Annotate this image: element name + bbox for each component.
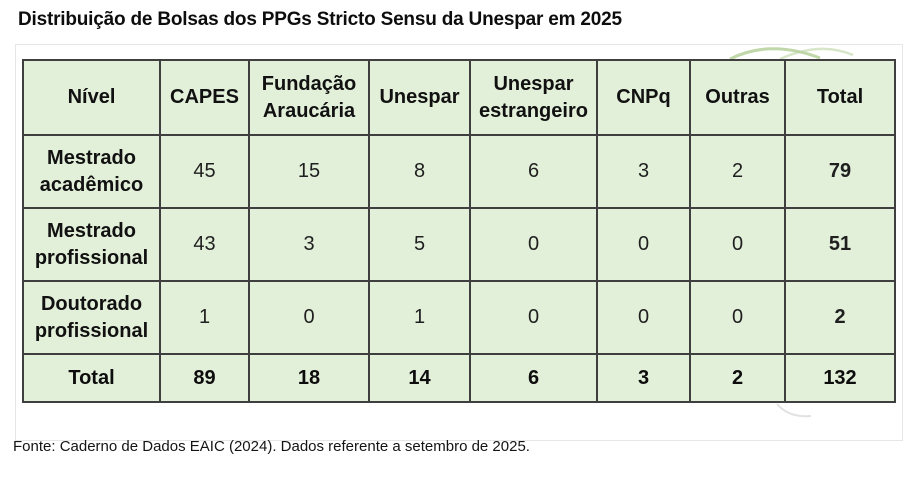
table-cell: 0 (689, 280, 786, 355)
column-header-nivel: Nível (22, 59, 161, 136)
source-note: Fonte: Caderno de Dados EAIC (2024). Dad… (13, 438, 530, 455)
table-cell: 3 (596, 134, 691, 209)
total-cell: 2 (689, 353, 786, 403)
column-header-outras: Outras (689, 59, 786, 136)
column-header-cnpq: CNPq (596, 59, 691, 136)
page-title: Distribuição de Bolsas dos PPGs Stricto … (18, 9, 622, 30)
table-cell: 2 (689, 134, 786, 209)
grand-total-cell: 132 (784, 353, 896, 403)
row-label: Doutorado profissional (22, 280, 161, 355)
total-cell: 14 (368, 353, 471, 403)
table-cell: 15 (248, 134, 370, 209)
total-cell: 3 (596, 353, 691, 403)
column-header-total: Total (784, 59, 896, 136)
table-cell: 0 (596, 280, 691, 355)
table-cell: 43 (159, 207, 250, 282)
row-total-cell: 51 (784, 207, 896, 282)
column-header-fundacao-araucaria: Fundação Araucária (248, 59, 370, 136)
table-row-total: Total 89 18 14 6 3 2 132 (22, 353, 896, 403)
row-label: Mestrado acadêmico (22, 134, 161, 209)
table-cell: 8 (368, 134, 471, 209)
total-cell: 18 (248, 353, 370, 403)
table-cell: 0 (469, 207, 598, 282)
table-cell: 6 (469, 134, 598, 209)
table-row-mestrado-profissional: Mestrado profissional 43 3 5 0 0 0 51 (22, 207, 896, 282)
table-cell: 3 (248, 207, 370, 282)
row-total-cell: 2 (784, 280, 896, 355)
table-header-row: Nível CAPES Fundação Araucária Unespar U… (22, 59, 896, 136)
table-cell: 0 (469, 280, 598, 355)
table-row-doutorado-profissional: Doutorado profissional 1 0 1 0 0 0 2 (22, 280, 896, 355)
column-header-unespar-estrangeiro: Unespar estrangeiro (469, 59, 598, 136)
table-cell: 1 (368, 280, 471, 355)
scholarship-distribution-table: Nível CAPES Fundação Araucária Unespar U… (22, 59, 896, 403)
table-row-mestrado-academico: Mestrado acadêmico 45 15 8 6 3 2 79 (22, 134, 896, 209)
total-cell: 89 (159, 353, 250, 403)
table-cell: 0 (596, 207, 691, 282)
row-label: Mestrado profissional (22, 207, 161, 282)
table-cell: 0 (689, 207, 786, 282)
column-header-unespar: Unespar (368, 59, 471, 136)
table-cell: 45 (159, 134, 250, 209)
table-cell: 0 (248, 280, 370, 355)
row-label-total: Total (22, 353, 161, 403)
table-cell: 5 (368, 207, 471, 282)
row-total-cell: 79 (784, 134, 896, 209)
column-header-capes: CAPES (159, 59, 250, 136)
total-cell: 6 (469, 353, 598, 403)
table-cell: 1 (159, 280, 250, 355)
